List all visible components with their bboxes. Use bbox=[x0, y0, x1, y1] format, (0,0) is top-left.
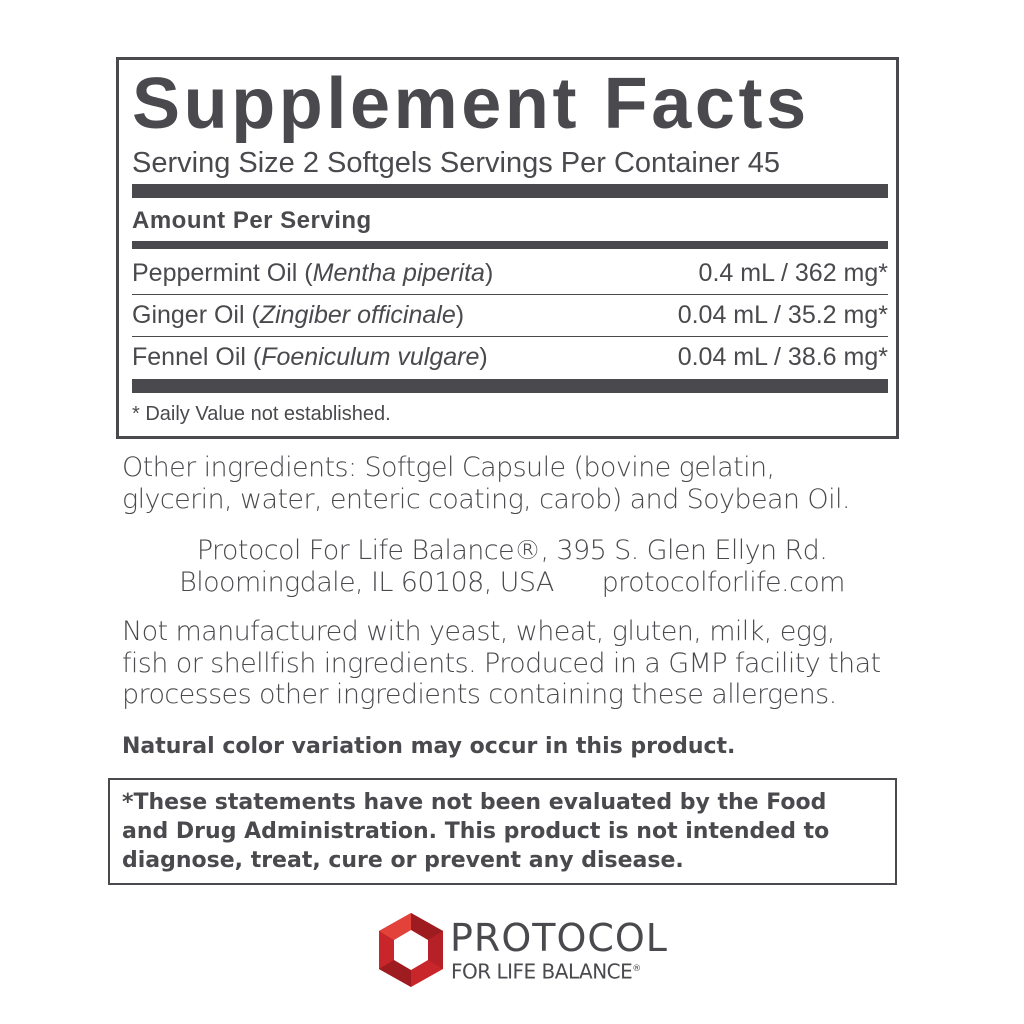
amount-per-serving-header: Amount Per Serving bbox=[132, 207, 372, 234]
ingredient-row: Peppermint Oil (Mentha piperita) 0.4 mL … bbox=[132, 253, 888, 293]
row-divider bbox=[132, 294, 888, 295]
ingredient-name: Fennel Oil (Foeniculum vulgare) bbox=[132, 342, 488, 371]
thick-divider bbox=[132, 184, 888, 198]
ingredient-amount: 0.04 mL / 35.2 mg* bbox=[677, 300, 888, 329]
logo-wordmark: PROTOCOL bbox=[450, 916, 668, 960]
ingredient-name: Ginger Oil (Zingiber officinale) bbox=[132, 300, 465, 329]
thick-divider bbox=[132, 379, 888, 393]
logo-tagline: FOR LIFE BALANCE® bbox=[451, 959, 641, 984]
ingredient-amount: 0.04 mL / 38.6 mg* bbox=[677, 342, 888, 371]
ingredient-row: Fennel Oil (Foeniculum vulgare) 0.04 mL … bbox=[132, 337, 888, 377]
color-variation-note: Natural color variation may occur in thi… bbox=[122, 734, 736, 759]
medium-divider bbox=[132, 241, 888, 249]
ingredient-name: Peppermint Oil (Mentha piperita) bbox=[132, 258, 494, 287]
manufacturer-address: Protocol For Life Balance®, 395 S. Glen … bbox=[179, 535, 845, 598]
fda-disclaimer-box: *These statements have not been evaluate… bbox=[108, 778, 897, 885]
supplement-facts-panel: Supplement Facts Serving Size 2 Softgels… bbox=[116, 57, 899, 439]
ingredient-row: Ginger Oil (Zingiber officinale) 0.04 mL… bbox=[132, 295, 888, 335]
hexagon-logo-icon bbox=[379, 913, 443, 987]
serving-info: Serving Size 2 Softgels Servings Per Con… bbox=[132, 147, 781, 179]
daily-value-footnote: * Daily Value not established. bbox=[132, 403, 391, 425]
ingredient-amount: 0.4 mL / 362 mg* bbox=[698, 258, 888, 287]
other-ingredients: Other ingredients: Softgel Capsule (bovi… bbox=[122, 452, 850, 515]
panel-title: Supplement Facts bbox=[132, 64, 810, 144]
row-divider bbox=[132, 336, 888, 337]
allergen-statement: Not manufactured with yeast, wheat, glut… bbox=[122, 616, 881, 710]
